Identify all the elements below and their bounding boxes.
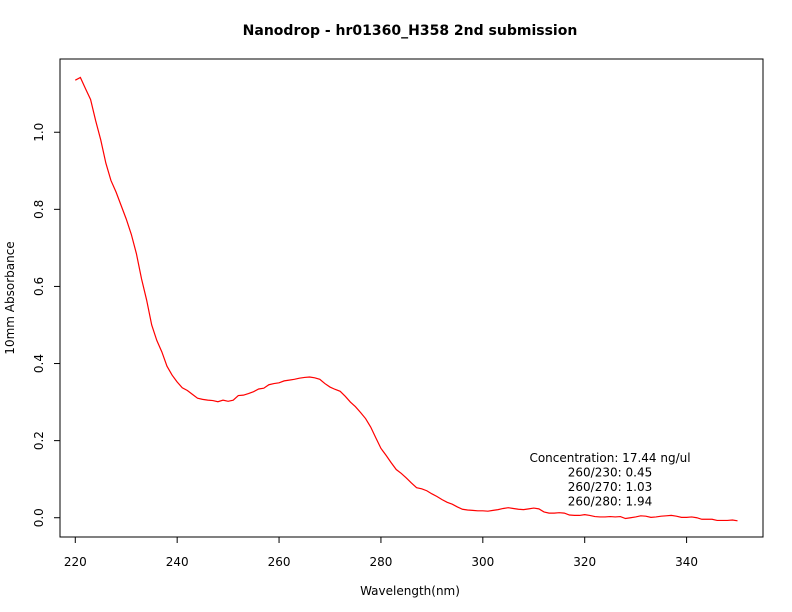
x-tick-label: 340	[675, 555, 698, 569]
plot-frame	[59, 58, 764, 538]
y-tick-label: 0.0	[32, 508, 46, 527]
y-tick-label: 0.2	[32, 431, 46, 450]
x-tick-label: 320	[573, 555, 596, 569]
chart-title: Nanodrop - hr01360_H358 2nd submission	[243, 23, 578, 39]
y-axis: 0.0 0.2 0.4 0.6 0.8 1.0	[32, 123, 60, 527]
x-tick-label: 300	[471, 555, 494, 569]
absorbance-series-line	[74, 76, 738, 522]
y-tick-label: 0.6	[32, 277, 46, 296]
y-tick-label: 1.0	[32, 123, 46, 142]
y-tick-label: 0.4	[32, 354, 46, 373]
y-axis-label: 10mm Absorbance	[3, 241, 17, 354]
y-tick-label: 0.8	[32, 200, 46, 219]
x-tick-label: 280	[369, 555, 392, 569]
annotation-line: 260/270: 1.03	[568, 480, 652, 494]
x-axis: 220 240 260 280 300 320 340	[64, 537, 698, 569]
annotation-line: 260/280: 1.94	[568, 495, 652, 509]
annotation-line: Concentration: 17.44 ng/ul	[529, 451, 690, 465]
x-tick-label: 220	[64, 555, 87, 569]
x-tick-label: 260	[268, 555, 291, 569]
x-tick-label: 240	[166, 555, 189, 569]
x-axis-label: Wavelength(nm)	[360, 584, 460, 598]
annotation-line: 260/230: 0.45	[568, 466, 652, 480]
